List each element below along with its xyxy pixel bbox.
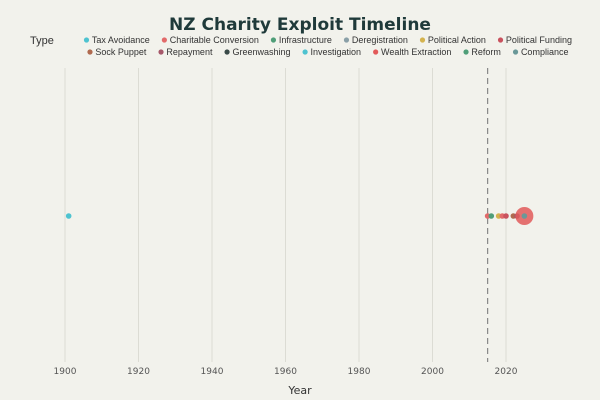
x-axis-label: Year bbox=[287, 384, 312, 397]
x-tick-label: 2000 bbox=[421, 367, 444, 377]
legend-marker bbox=[83, 37, 90, 43]
x-tick-label: 1940 bbox=[201, 367, 224, 377]
legend-title: Type bbox=[30, 35, 54, 47]
legend-item: Political Action bbox=[419, 35, 486, 45]
legend-marker bbox=[302, 49, 308, 55]
legend-label: Tax Avoidance bbox=[92, 35, 150, 45]
legend-marker bbox=[512, 49, 519, 55]
legend-marker bbox=[343, 37, 350, 43]
legend-item: Deregistration bbox=[343, 35, 408, 45]
legend-label: Investigation bbox=[311, 47, 362, 57]
legend-label: Greenwashing bbox=[232, 47, 290, 57]
data-point bbox=[503, 213, 509, 219]
legend-marker bbox=[270, 37, 277, 43]
legend-marker bbox=[158, 49, 164, 55]
legend-item: Compliance bbox=[512, 47, 569, 57]
x-tick-label: 1960 bbox=[274, 367, 297, 377]
legend-item: Charitable Conversion bbox=[161, 35, 259, 45]
data-point bbox=[488, 213, 495, 219]
legend-label: Charitable Conversion bbox=[170, 35, 259, 45]
legend-item: Repayment bbox=[158, 47, 213, 57]
legend-item: Infrastructure bbox=[270, 35, 332, 45]
legend-marker bbox=[87, 49, 93, 55]
legend-label: Infrastructure bbox=[279, 35, 332, 45]
legend-label: Repayment bbox=[166, 47, 213, 57]
legend-label: Political Action bbox=[428, 35, 486, 45]
legend-marker bbox=[373, 49, 379, 55]
legend-label: Deregistration bbox=[352, 35, 408, 45]
legend-marker bbox=[224, 49, 230, 55]
legend-marker bbox=[419, 37, 426, 43]
x-tick-label: 1900 bbox=[54, 367, 77, 377]
legend-label: Political Funding bbox=[506, 35, 572, 45]
legend-item: Sock Puppet bbox=[87, 47, 147, 57]
legend-item: Reform bbox=[463, 47, 501, 57]
chart-title: NZ Charity Exploit Timeline bbox=[169, 15, 431, 35]
x-tick-label: 2020 bbox=[495, 367, 518, 377]
legend-label: Sock Puppet bbox=[95, 47, 147, 57]
legend-label: Reform bbox=[471, 47, 501, 57]
x-tick-label: 1980 bbox=[348, 367, 371, 377]
legend-item: Investigation bbox=[302, 47, 362, 57]
x-tick-label: 1920 bbox=[127, 367, 150, 377]
legend-item: Wealth Extraction bbox=[373, 47, 451, 57]
legend-item: Greenwashing bbox=[224, 47, 291, 57]
legend-label: Compliance bbox=[521, 47, 569, 57]
legend-marker bbox=[161, 37, 167, 43]
legend-item: Tax Avoidance bbox=[83, 35, 150, 45]
legend-label: Wealth Extraction bbox=[381, 47, 451, 57]
data-point bbox=[65, 213, 72, 219]
data-point bbox=[521, 213, 528, 219]
legend-item: Political Funding bbox=[497, 35, 572, 45]
legend-marker bbox=[463, 49, 469, 55]
legend-marker bbox=[497, 37, 504, 43]
